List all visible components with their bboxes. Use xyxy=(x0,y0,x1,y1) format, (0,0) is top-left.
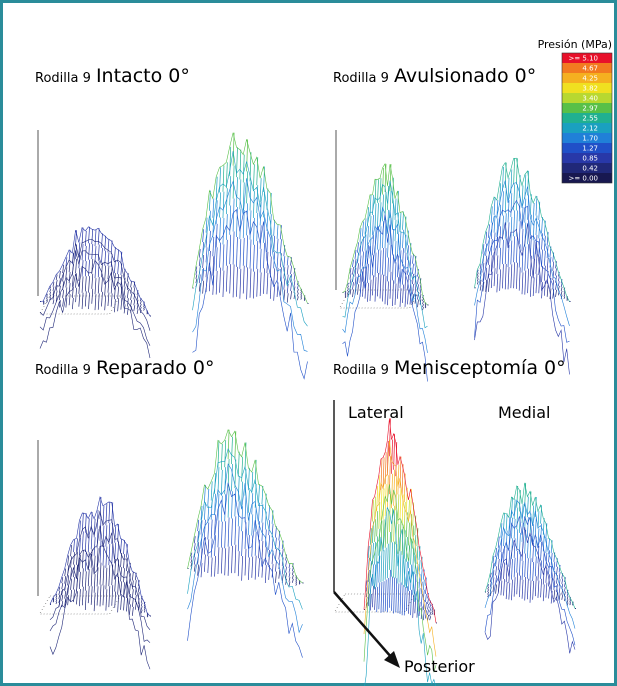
figure: Rodilla 9 Intacto 0° Rodilla 9 Avulsiona… xyxy=(0,0,617,686)
legend-label: >= 0.00 xyxy=(568,175,598,183)
legend-label: 1.27 xyxy=(582,145,598,153)
legend-label: 0.42 xyxy=(582,165,598,173)
legend-label: 2.55 xyxy=(582,115,598,123)
panel-title: Menisceptomía 0° xyxy=(394,357,566,379)
legend-label: 0.85 xyxy=(582,155,598,163)
panel-prefix: Rodilla 9 xyxy=(333,363,389,378)
legend-label: >= 5.10 xyxy=(568,55,598,63)
panel-title: Reparado 0° xyxy=(96,357,215,379)
legend-title: Presión (MPa) xyxy=(538,38,612,51)
panel-prefix: Rodilla 9 xyxy=(35,71,91,86)
panel-prefix: Rodilla 9 xyxy=(35,363,91,378)
annotation: Lateral xyxy=(348,403,404,422)
panel-title: Avulsionado 0° xyxy=(394,65,536,87)
legend-label: 3.82 xyxy=(582,85,598,93)
legend-label: 4.67 xyxy=(582,65,598,73)
panel-prefix: Rodilla 9 xyxy=(333,71,389,86)
annotation: Posterior xyxy=(404,657,475,676)
panel-title: Intacto 0° xyxy=(96,65,190,87)
frame xyxy=(2,2,616,685)
annotation: Medial xyxy=(498,403,551,422)
legend-label: 1.70 xyxy=(582,135,598,143)
legend-label: 2.97 xyxy=(582,105,598,113)
legend-label: 4.25 xyxy=(582,75,598,83)
legend-label: 3.40 xyxy=(582,95,598,103)
legend: >= 5.10 4.67 4.25 3.82 3.40 2.97 2.55 2.12 1.70 1… xyxy=(562,53,612,183)
legend-label: 2.12 xyxy=(582,125,598,133)
